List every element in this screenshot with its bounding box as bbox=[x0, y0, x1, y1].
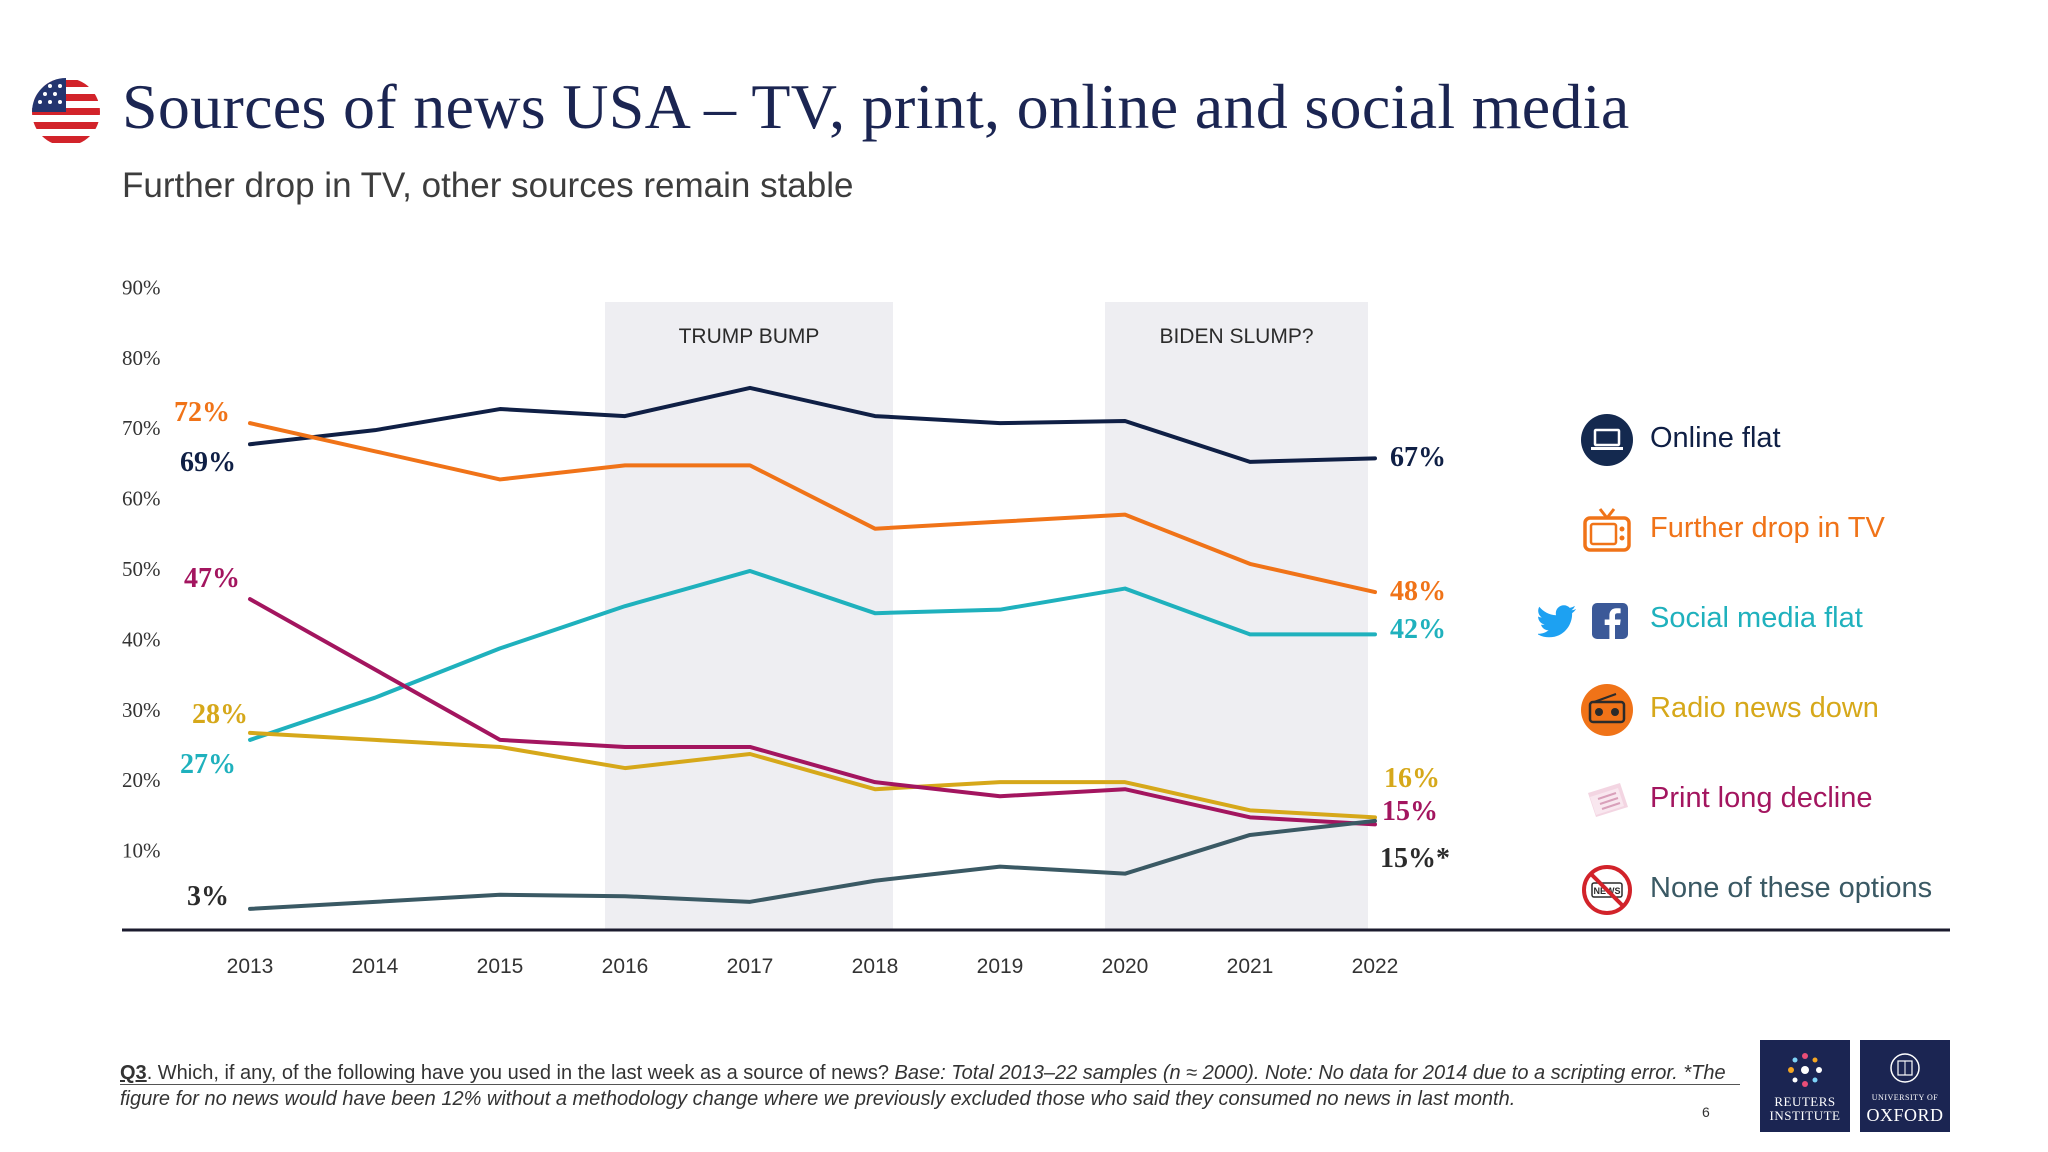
y-tick-label: 50% bbox=[122, 557, 161, 581]
x-tick-label: 2013 bbox=[227, 955, 274, 978]
reuters-institute-logo: REUTERS INSTITUTE bbox=[1760, 1040, 1850, 1132]
x-tick-label: 2018 bbox=[852, 955, 899, 978]
x-tick-label: 2017 bbox=[727, 955, 774, 978]
oxford-logo-line2: OXFORD bbox=[1866, 1105, 1944, 1125]
end-label-none-of-these: 15%* bbox=[1380, 843, 1450, 874]
footer-note: Q3. Which, if any, of the following have… bbox=[120, 1060, 1730, 1112]
legend-label-tv: Further drop in TV bbox=[1650, 512, 1885, 544]
y-tick-label: 20% bbox=[122, 768, 161, 792]
x-tick-label: 2022 bbox=[1352, 955, 1399, 978]
shaded-region-biden-slump bbox=[1105, 302, 1368, 930]
legend-label-none: None of these options bbox=[1650, 872, 1933, 904]
newspaper-icon bbox=[1588, 783, 1628, 817]
x-tick-label: 2021 bbox=[1227, 955, 1274, 978]
x-tick-label: 2014 bbox=[352, 955, 399, 978]
page-number: 6 bbox=[1702, 1104, 1710, 1120]
base-note: Base: Total 2013–22 samples (n ≈ 2000). … bbox=[120, 1062, 1726, 1110]
end-label-social-media: 42% bbox=[1390, 614, 1446, 645]
end-label-radio: 16% bbox=[1384, 763, 1440, 794]
no-news-icon: NEWS bbox=[1582, 865, 1632, 915]
reuters-logo-line2: INSTITUTE bbox=[1769, 1108, 1841, 1123]
legend-label-print: Print long decline bbox=[1650, 782, 1873, 814]
start-label-none-of-these: 3% bbox=[187, 881, 229, 912]
legend-item-tv: Further drop in TV bbox=[1520, 500, 2000, 560]
start-label-tv: 72% bbox=[174, 397, 230, 428]
legend-item-online: Online flat bbox=[1520, 410, 2000, 470]
series-line-radio bbox=[248, 730, 1377, 820]
us-flag-icon bbox=[32, 78, 100, 146]
laptop-icon bbox=[1581, 414, 1633, 466]
start-label-online: 69% bbox=[180, 447, 236, 478]
y-tick-label: 70% bbox=[122, 416, 161, 440]
y-tick-label: 90% bbox=[122, 275, 161, 299]
tv-icon bbox=[1583, 508, 1631, 552]
series-line-tv bbox=[248, 421, 1377, 595]
series-line-social-media bbox=[248, 568, 1377, 742]
legend-label-social-media: Social media flat bbox=[1650, 602, 1863, 634]
reuters-dots-icon bbox=[1788, 1053, 1822, 1087]
region-label-biden-slump: BIDEN SLUMP? bbox=[1159, 325, 1313, 348]
twitter-facebook-icon bbox=[1538, 603, 1628, 639]
series-line-online bbox=[248, 385, 1377, 464]
reuters-logo-line1: REUTERS bbox=[1774, 1094, 1836, 1109]
x-tick-label: 2020 bbox=[1102, 955, 1149, 978]
end-label-tv: 48% bbox=[1390, 576, 1446, 607]
y-tick-label: 10% bbox=[122, 839, 161, 863]
end-label-print: 15% bbox=[1382, 796, 1438, 827]
legend-label-online: Online flat bbox=[1650, 422, 1781, 454]
region-label-trump-bump: TRUMP BUMP bbox=[679, 325, 820, 348]
legend-item-social-media: Social media flat bbox=[1520, 590, 2000, 650]
end-label-online: 67% bbox=[1390, 442, 1446, 473]
oxford-university-logo: UNIVERSITY OF OXFORD bbox=[1860, 1040, 1950, 1132]
y-tick-label: 40% bbox=[122, 627, 161, 651]
page-subtitle: Further drop in TV, other sources remain… bbox=[122, 166, 854, 205]
legend-item-print: Print long decline bbox=[1520, 770, 2000, 830]
x-tick-label: 2016 bbox=[602, 955, 649, 978]
oxford-crest-icon bbox=[1890, 1053, 1920, 1083]
start-label-radio: 28% bbox=[192, 699, 248, 730]
legend-item-none: NEWS None of these options bbox=[1520, 860, 2000, 920]
x-tick-label: 2015 bbox=[477, 955, 524, 978]
y-tick-label: 30% bbox=[122, 698, 161, 722]
question-text: . Which, if any, of the following have y… bbox=[146, 1062, 895, 1084]
start-label-print: 47% bbox=[184, 563, 240, 594]
oxford-logo-line1: UNIVERSITY OF bbox=[1871, 1093, 1939, 1102]
footer-rule bbox=[120, 1084, 1740, 1085]
y-tick-label: 60% bbox=[122, 487, 161, 511]
question-id: Q3 bbox=[120, 1062, 147, 1084]
series-line-print bbox=[248, 597, 1377, 827]
x-tick-label: 2019 bbox=[977, 955, 1024, 978]
start-label-social-media: 27% bbox=[180, 749, 236, 780]
shaded-region-trump-bump bbox=[605, 302, 893, 930]
page-title: Sources of news USA – TV, print, online … bbox=[122, 71, 1630, 142]
legend-item-radio: Radio news down bbox=[1520, 680, 2000, 740]
legend-label-radio: Radio news down bbox=[1650, 692, 1879, 724]
radio-icon bbox=[1581, 684, 1633, 736]
y-tick-label: 80% bbox=[122, 346, 161, 370]
series-line-none-of-these bbox=[248, 818, 1377, 911]
